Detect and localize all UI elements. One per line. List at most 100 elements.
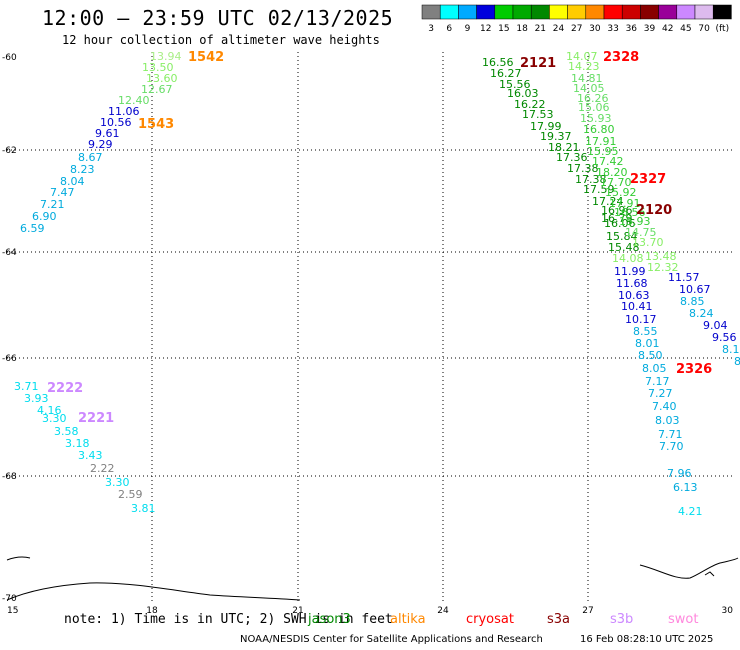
wave-height-value: 9.04 (703, 319, 728, 332)
wave-height-value: 4.16 (37, 404, 62, 417)
colorbar-swatch (458, 4, 477, 20)
colorbar-label: 21 (535, 24, 546, 34)
wave-height-value: 15.84 (606, 230, 638, 243)
wave-height-value: 3.81 (131, 502, 156, 515)
colorbar-label: 36 (626, 24, 638, 34)
wave-height-value: 14.08 (612, 252, 644, 265)
wave-height-value: 7.47 (50, 186, 75, 199)
wave-height-value: 16.22 (514, 98, 546, 111)
wave-height-value: 3.93 (24, 392, 49, 405)
wave-height-value: 9.56 (712, 331, 737, 344)
track-time-label: 2222 (47, 381, 83, 396)
wave-height-value: 8.23 (70, 163, 95, 176)
colorbar-label: 3 (428, 24, 434, 34)
wave-height-value: 14.75 (625, 226, 657, 239)
wave-height-value: 18.21 (548, 141, 580, 154)
wave-height-value: 7.27 (648, 387, 673, 400)
wave-height-value: 13.70 (632, 236, 664, 249)
wave-height-value: 11.57 (668, 271, 700, 284)
wave-height-value: 7.70 (659, 440, 684, 453)
wave-height-value: 2.59 (118, 488, 143, 501)
colorbar-swatch (530, 4, 550, 20)
wave-height-value: 13.48 (645, 250, 677, 263)
wave-height-value: 17.99 (530, 120, 562, 133)
colorbar-label: 30 (589, 24, 601, 34)
wave-height-value: 13.50 (142, 61, 174, 74)
y-tick-label: -64 (2, 248, 17, 258)
colorbar-label: (ft) (716, 24, 730, 34)
wave-height-value: 16.56 (482, 56, 514, 69)
track-time-label: 1543 (138, 117, 174, 132)
wave-height-value: 10.17 (625, 313, 657, 326)
colorbar-label: 70 (698, 24, 710, 34)
wave-height-value: 10.63 (618, 289, 650, 302)
wave-height-value: 11.06 (108, 105, 140, 118)
legend-s3a: s3a (547, 612, 571, 627)
wave-height-value: 16.06 (604, 217, 636, 230)
wave-height-value: 14.05 (573, 82, 605, 95)
colorbar-label: 15 (498, 24, 509, 34)
credit-footer: NOAA/NESDIS Center for Satellite Applica… (240, 634, 543, 645)
wave-height-value: 6.59 (20, 222, 45, 235)
x-tick-label: 27 (582, 606, 593, 616)
legend-altika: altika (390, 612, 426, 627)
wave-height-value: 3.18 (65, 437, 90, 450)
track-time-label: 2328 (603, 50, 639, 65)
wave-height-value: 17.91 (585, 135, 617, 148)
wave-height-value: 16.26 (577, 92, 609, 105)
wave-height-value: 10.67 (679, 283, 711, 296)
wave-height-value: 6.13 (673, 481, 698, 494)
colorbar-swatch (512, 4, 532, 20)
wave-height-value: 7.96 (667, 467, 692, 480)
legend-cryosat: cryosat (466, 612, 514, 627)
wave-height-value: 7.71 (658, 428, 683, 441)
track-time-label: 2327 (630, 172, 666, 187)
legend-jason3: jason3 (308, 612, 351, 627)
wave-height-value: 15.48 (608, 241, 640, 254)
y-tick-label: -62 (2, 146, 17, 156)
y-tick-label: -66 (2, 354, 17, 364)
wave-height-value: 16.56 (614, 206, 646, 219)
colorbar-swatch (549, 4, 568, 20)
wave-height-value: 8.01 (635, 337, 660, 350)
colorbar-label: 33 (607, 24, 618, 34)
wave-height-value: 15.56 (499, 78, 531, 91)
wave-height-value: 7.21 (40, 198, 65, 211)
wave-height-value: 11.68 (616, 277, 648, 290)
x-tick-label: 24 (437, 606, 449, 616)
wave-height-value: 8.24 (689, 307, 714, 320)
wave-height-value: 16.96 (601, 204, 633, 217)
wave-height-value: 2.22 (90, 462, 115, 475)
wave-height-value: 3.30 (105, 476, 130, 489)
colorbar-label: 45 (680, 24, 691, 34)
wave-height-value: 17.36 (556, 151, 588, 164)
wave-height-value: 17.42 (592, 155, 624, 168)
colorbar-swatch (421, 4, 441, 20)
wave-height-value: 16.27 (490, 67, 522, 80)
wave-height-value: 3.71 (14, 380, 39, 393)
wave-height-value: 8.04 (60, 175, 85, 188)
page-subtitle: 12 hour collection of altimeter wave hei… (62, 33, 380, 47)
wave-height-value: 8.05 (642, 362, 667, 375)
colorbar-label: 9 (465, 24, 471, 34)
wave-height-value: 12.40 (118, 94, 150, 107)
wave-height-value: 11.99 (614, 265, 646, 278)
wave-height-value: 8.67 (78, 151, 103, 164)
wave-height-value: 14.81 (571, 72, 603, 85)
colorbar-label: 39 (644, 24, 656, 34)
wave-height-value: 15.06 (578, 101, 610, 114)
wave-height-value: 4.21 (678, 505, 703, 518)
wave-height-value: 8.85 (680, 295, 705, 308)
colorbar-label: 42 (662, 24, 673, 34)
legend-s3b: s3b (610, 612, 634, 627)
wave-height-value: 17.53 (522, 108, 554, 121)
x-tick-label: 21 (292, 606, 303, 616)
x-tick-label: 30 (722, 606, 734, 616)
track-time-label: 2120 (636, 203, 672, 218)
legend-swot: swot (668, 612, 699, 627)
wave-height-value: 8.50 (638, 349, 663, 362)
y-tick-label: -70 (2, 594, 17, 604)
colorbar-swatch (476, 4, 496, 20)
colorbar-label: 27 (571, 24, 582, 34)
x-tick-label: 18 (146, 606, 158, 616)
